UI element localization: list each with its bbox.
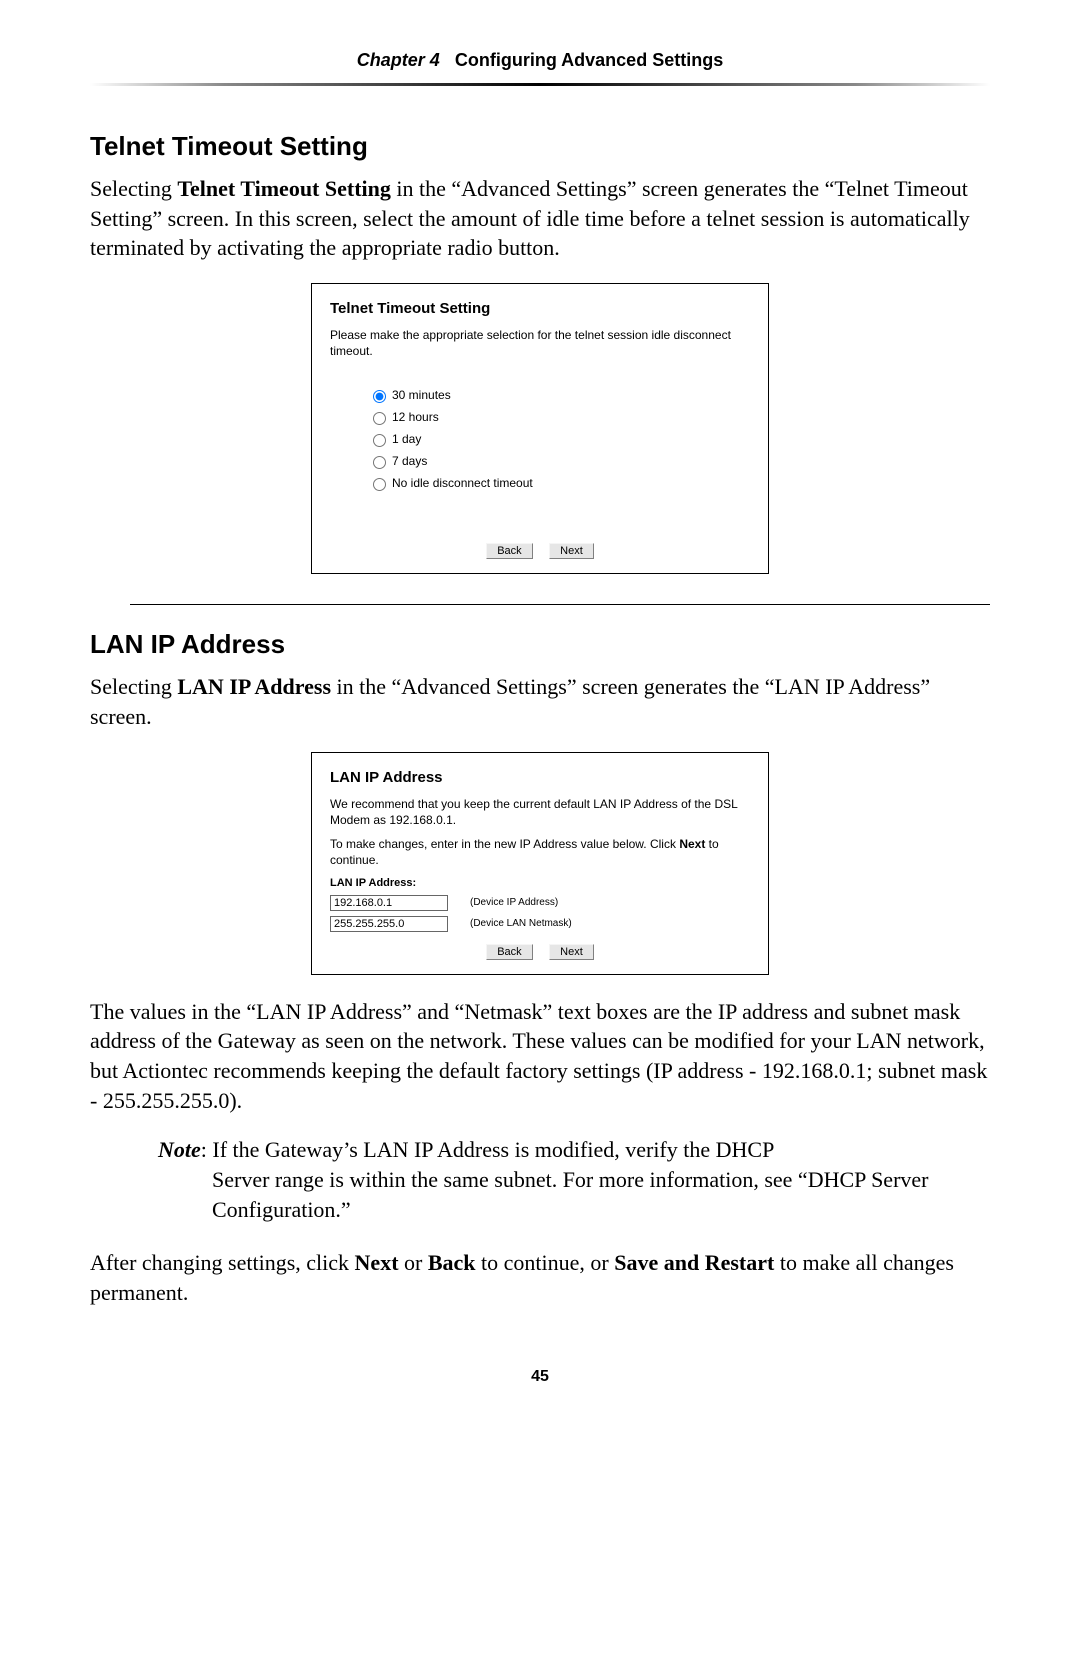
panel-description: Please make the appropriate selection fo…	[330, 327, 750, 359]
text-smallcaps: DHCP	[808, 1167, 866, 1192]
page: Chapter 4 Configuring Advanced Settings …	[0, 0, 1080, 1426]
field-group-label: LAN IP Address:	[330, 877, 750, 889]
text: Server range is within the same subnet. …	[212, 1167, 808, 1192]
text-bold: Save and Restart	[614, 1250, 774, 1275]
panel-title: LAN IP Address	[330, 769, 750, 786]
text: in the “Advanced Settings” screen genera…	[331, 674, 774, 699]
radio-label: 1 day	[392, 432, 421, 446]
screenshot-telnet-timeout: Telnet Timeout Setting Please make the a…	[311, 283, 769, 574]
radio-input[interactable]	[373, 412, 386, 425]
radio-input[interactable]	[373, 478, 386, 491]
text: To make changes, enter in the new IP Add…	[330, 837, 679, 851]
chapter-title: Configuring Advanced Settings	[455, 50, 723, 70]
back-button[interactable]: Back	[486, 543, 532, 559]
text-smallcaps: DHCP	[716, 1137, 775, 1162]
radio-label: 7 days	[392, 454, 427, 468]
radio-option-1day[interactable]: 1 day	[368, 431, 750, 447]
screenshot-lan-ip: LAN IP Address We recommend that you kee…	[311, 752, 769, 975]
section-divider	[130, 604, 990, 605]
button-row: Back Next	[330, 541, 750, 559]
text-bold: Back	[428, 1250, 476, 1275]
paragraph-lan-explain: The values in the “LAN IP Address” and “…	[90, 997, 990, 1116]
text-smallcaps: LAN IP	[256, 999, 325, 1024]
header-rule	[90, 83, 990, 86]
text-smallcaps: LAN IP	[363, 1137, 432, 1162]
panel-instruction: To make changes, enter in the new IP Add…	[330, 836, 750, 868]
field-caption: (Device IP Address)	[470, 897, 558, 908]
text-smallcaps: IP	[653, 1058, 672, 1083]
section-heading-lan: LAN IP Address	[90, 629, 990, 660]
paragraph-lan-intro: Selecting LAN IP Address in the “Advance…	[90, 672, 990, 731]
radio-label: 30 minutes	[392, 388, 451, 402]
radio-label: 12 hours	[392, 410, 439, 424]
text-smallcaps: LAN IP	[775, 674, 844, 699]
field-row-ip: (Device IP Address)	[330, 895, 750, 911]
text-bold: Next	[679, 837, 705, 851]
page-number: 45	[90, 1368, 990, 1386]
text: Selecting	[90, 176, 177, 201]
button-row: Back Next	[330, 942, 750, 960]
next-button[interactable]: Next	[549, 944, 594, 960]
text-smallcaps: IP	[718, 999, 737, 1024]
paragraph-telnet-intro: Selecting Telnet Timeout Setting in the …	[90, 174, 990, 263]
netmask-input[interactable]	[330, 916, 448, 932]
radio-input[interactable]	[373, 434, 386, 447]
text: Selecting	[90, 674, 177, 699]
text-smallcaps: LAN	[856, 1028, 901, 1053]
radio-label: No idle disconnect timeout	[392, 476, 533, 490]
section-heading-telnet: Telnet Timeout Setting	[90, 131, 990, 162]
panel-description: We recommend that you keep the current d…	[330, 796, 750, 828]
radio-input[interactable]	[373, 390, 386, 403]
text: After changing settings, click	[90, 1250, 355, 1275]
back-button[interactable]: Back	[486, 944, 532, 960]
note-label: Note	[158, 1137, 201, 1162]
next-button[interactable]: Next	[549, 543, 594, 559]
note-continuation: Server range is within the same subnet. …	[212, 1165, 990, 1224]
chapter-label: Chapter 4	[357, 50, 440, 70]
text: : If the Gateway’s	[201, 1137, 364, 1162]
radio-option-no-timeout[interactable]: No idle disconnect timeout	[368, 475, 750, 491]
text: Address is modified, verify the	[433, 1137, 716, 1162]
note-block: Note: If the Gateway’s LAN IP Address is…	[158, 1135, 990, 1224]
radio-option-7days[interactable]: 7 days	[368, 453, 750, 469]
panel-title: Telnet Timeout Setting	[330, 300, 750, 317]
text-bold: Telnet Timeout Setting	[177, 176, 391, 201]
radio-option-12hours[interactable]: 12 hours	[368, 409, 750, 425]
text: Address” and “Netmask” text boxes are th…	[326, 999, 718, 1024]
field-caption: (Device LAN Netmask)	[470, 918, 572, 929]
text: or	[399, 1250, 428, 1275]
ip-address-input[interactable]	[330, 895, 448, 911]
field-row-netmask: (Device LAN Netmask)	[330, 916, 750, 932]
text-bold: Next	[355, 1250, 399, 1275]
text: The values in the “	[90, 999, 256, 1024]
radio-input[interactable]	[373, 456, 386, 469]
text-bold: LAN IP Address	[177, 674, 331, 699]
radio-group-timeout: 30 minutes 12 hours 1 day 7 days No idle…	[368, 387, 750, 491]
text: to continue, or	[476, 1250, 615, 1275]
chapter-header: Chapter 4 Configuring Advanced Settings	[90, 50, 990, 71]
paragraph-after-changing: After changing settings, click Next or B…	[90, 1248, 990, 1307]
radio-option-30min[interactable]: 30 minutes	[368, 387, 750, 403]
